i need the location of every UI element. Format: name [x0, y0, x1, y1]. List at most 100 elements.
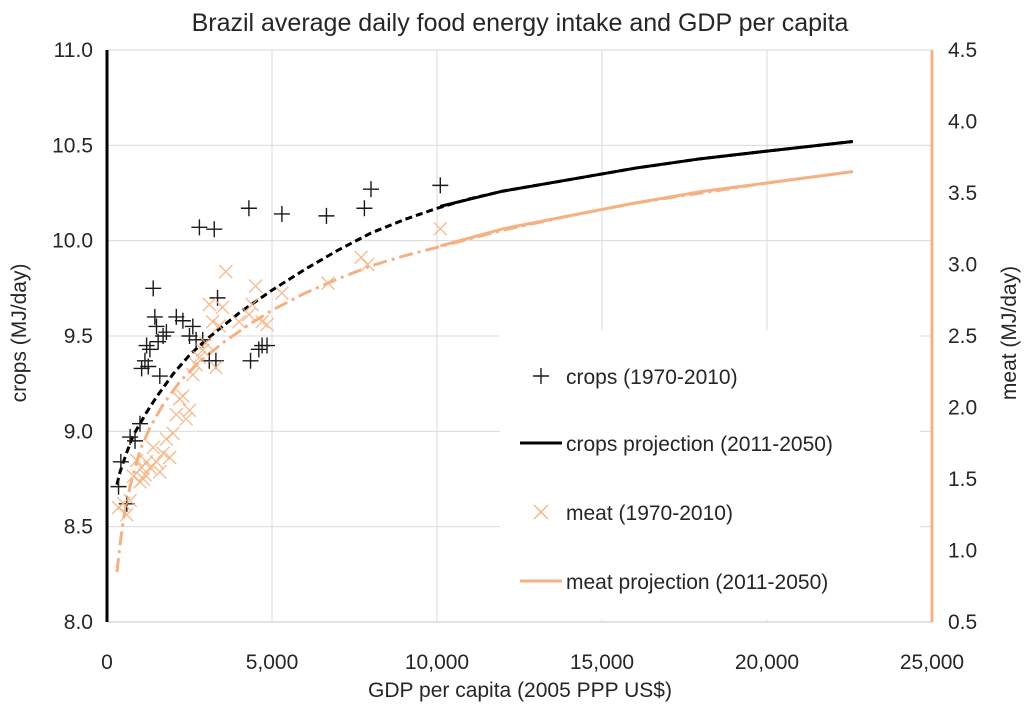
- meat-point: [241, 307, 256, 322]
- y-right-tick-label: 2.0: [948, 397, 977, 420]
- crops-point: [158, 324, 175, 341]
- crops-point: [259, 337, 276, 354]
- axes: [105, 50, 934, 623]
- crops-point: [356, 200, 373, 217]
- crops-point: [273, 205, 290, 222]
- crops-point: [138, 337, 155, 354]
- meat-point: [169, 407, 184, 422]
- y-axis-label-left: crops (MJ/day): [8, 264, 31, 403]
- meat-point: [245, 297, 260, 312]
- crops-point: [250, 341, 267, 358]
- crops-point: [206, 221, 223, 238]
- crops-point: [240, 200, 257, 217]
- crops-point: [127, 432, 144, 449]
- crops-point: [318, 207, 335, 224]
- y-left-tick-label: 10.0: [52, 230, 93, 253]
- meat-point: [218, 264, 233, 279]
- meat-point: [212, 318, 227, 333]
- meat-point: [179, 411, 194, 426]
- chart-title: Brazil average daily food energy intake …: [192, 9, 849, 37]
- meat-point: [162, 450, 177, 465]
- meat-point: [136, 472, 151, 486]
- meat-point: [274, 286, 289, 301]
- crops-point: [148, 318, 165, 335]
- y-axis-label-right: meat (MJ/day): [998, 266, 1021, 400]
- y-left-tick-label: 9.5: [64, 325, 93, 348]
- crops-point: [242, 352, 259, 369]
- tick-labels: 8.0 8.5 9.0 9.5 10.0 10.5 11.0 0 5,000 10,000 15,0…: [52, 39, 977, 674]
- crops-point: [132, 415, 148, 432]
- crops-point: [141, 341, 158, 358]
- crops-point: [145, 280, 162, 297]
- crops-point: [140, 358, 157, 375]
- meat-point: [175, 389, 190, 404]
- y-right-tick-label: 3.5: [948, 182, 977, 205]
- legend: crops (1970-2010) crops projection (2011-…: [520, 366, 833, 594]
- meat-point: [185, 367, 200, 382]
- crops-point: [174, 312, 191, 329]
- legend-label: crops projection (2011-2050): [566, 433, 833, 456]
- y-right-tick-label: 1.0: [948, 540, 977, 563]
- crops-point: [110, 478, 127, 495]
- meat-projection-line: [439, 170, 853, 248]
- meat-point: [215, 300, 230, 315]
- legend-crops-marker: [533, 368, 549, 384]
- crops-projection-line: [439, 140, 853, 208]
- legend-label: meat (1970-2010): [566, 502, 733, 525]
- y-right-tick-label: 2.5: [948, 325, 977, 348]
- y-left-tick-label: 10.5: [52, 134, 93, 157]
- meat-point: [260, 317, 275, 332]
- meat-point: [205, 314, 220, 329]
- meat-point: [208, 360, 223, 375]
- crops-point: [363, 181, 379, 198]
- x-axis-label: GDP per capita (2005 PPP US$): [368, 679, 672, 702]
- x-tick-label: 20,000: [735, 651, 799, 674]
- crops-point: [146, 308, 163, 325]
- y-right-tick-label: 3.0: [948, 254, 977, 277]
- meat-point: [152, 464, 167, 479]
- legend-label: meat projection (2011-2050): [566, 571, 828, 594]
- y-right-tick-label: 4.5: [948, 39, 977, 62]
- x-tick-label: 10,000: [405, 651, 469, 674]
- meat-point: [137, 467, 152, 482]
- crops-point: [112, 453, 129, 470]
- crops-point: [155, 328, 172, 344]
- crops-point: [209, 289, 226, 306]
- crops-point: [191, 219, 208, 236]
- crops-point: [181, 328, 198, 344]
- data-markers: [110, 177, 449, 522]
- y-left-tick-label: 9.0: [64, 420, 93, 443]
- meat-point: [195, 343, 210, 358]
- crops-point: [207, 352, 224, 369]
- meat-point: [156, 446, 171, 461]
- crops-point: [151, 368, 168, 385]
- crops-point: [432, 177, 449, 194]
- meat-point: [119, 507, 134, 522]
- y-left-tick-label: 11.0: [54, 39, 93, 62]
- meat-point: [182, 403, 197, 418]
- meat-point: [146, 440, 161, 455]
- meat-point: [248, 278, 263, 293]
- meat-point: [199, 336, 213, 351]
- legend-box: [500, 330, 920, 620]
- y-left-tick-label: 8.5: [64, 516, 93, 539]
- meat-point: [192, 350, 207, 365]
- crops-point: [168, 308, 185, 325]
- x-tick-label: 25,000: [900, 651, 964, 674]
- projection-lines: [439, 140, 853, 248]
- meat-point: [232, 314, 246, 329]
- meat-point: [360, 257, 375, 272]
- legend-meat-marker: [533, 504, 549, 520]
- meat-point: [149, 454, 164, 469]
- y-right-tick-label: 0.5: [948, 611, 977, 634]
- legend-label: crops (1970-2010): [566, 366, 738, 389]
- meat-trend-line: [115, 170, 853, 573]
- crops-point: [133, 360, 150, 377]
- meat-point: [189, 357, 204, 372]
- y-left-tick-label: 8.0: [64, 611, 93, 634]
- x-tick-label: 15,000: [570, 651, 634, 674]
- y-right-tick-label: 4.0: [948, 111, 977, 134]
- meat-point: [166, 426, 180, 441]
- y-right-tick-label: 1.5: [948, 468, 977, 491]
